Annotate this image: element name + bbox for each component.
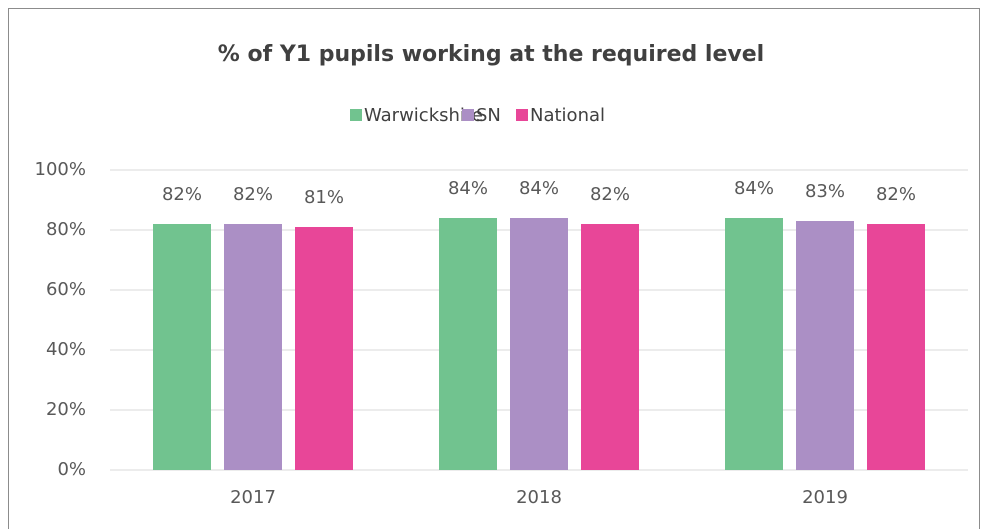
bar (725, 218, 783, 470)
legend-swatch (350, 109, 362, 121)
legend-text: Warwickshire (364, 105, 483, 126)
bar (796, 221, 854, 470)
x-tick-label: 2019 (802, 487, 848, 508)
data-label: 81% (304, 187, 344, 208)
x-tick-label: 2017 (230, 487, 276, 508)
legend-text: SN (476, 105, 501, 126)
y-tick-label: 100% (35, 159, 86, 180)
y-tick-label: 0% (57, 459, 86, 480)
data-label: 84% (448, 178, 488, 199)
data-label: 82% (590, 184, 630, 205)
data-label: 82% (162, 184, 202, 205)
legend-text: National (530, 105, 605, 126)
y-tick-label: 20% (46, 399, 86, 420)
bar (295, 227, 353, 470)
bar (439, 218, 497, 470)
bar (581, 224, 639, 470)
data-label: 84% (734, 178, 774, 199)
bar (224, 224, 282, 470)
data-label: 82% (233, 184, 273, 205)
legend-swatch (462, 109, 474, 121)
y-tick-label: 40% (46, 339, 86, 360)
y-tick-label: 60% (46, 279, 86, 300)
data-label: 83% (805, 181, 845, 202)
bar (867, 224, 925, 470)
bar (153, 224, 211, 470)
y-tick-label: 80% (46, 219, 86, 240)
chart-title: % of Y1 pupils working at the required l… (218, 42, 764, 67)
legend-swatch (516, 109, 528, 121)
bar (510, 218, 568, 470)
x-tick-label: 2018 (516, 487, 562, 508)
data-label: 84% (519, 178, 559, 199)
data-label: 82% (876, 184, 916, 205)
